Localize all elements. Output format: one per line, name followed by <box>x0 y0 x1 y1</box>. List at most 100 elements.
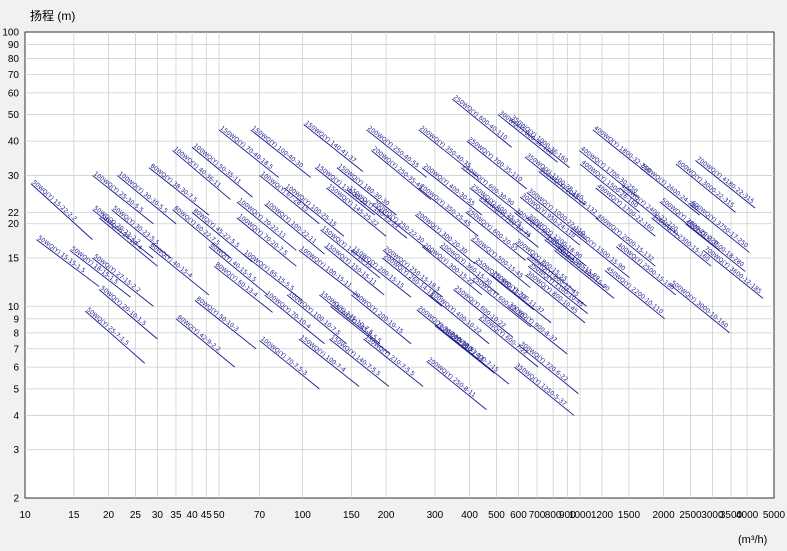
model-line <box>569 229 630 279</box>
model-line <box>604 270 665 320</box>
model-line <box>675 163 736 213</box>
model-line <box>415 214 476 265</box>
model-line <box>92 209 154 259</box>
x-tick-label: 5000 <box>763 510 786 521</box>
model-line <box>689 204 750 253</box>
x-tick-label: 45 <box>201 510 213 521</box>
model-line <box>250 129 311 178</box>
model-line <box>85 310 146 364</box>
model-line <box>98 289 158 340</box>
y-tick-label: 15 <box>8 253 20 264</box>
model-line <box>191 212 253 263</box>
x-tick-label: 10 <box>19 510 31 521</box>
model-line <box>514 242 575 292</box>
model-line <box>426 360 487 410</box>
model-line <box>685 223 746 272</box>
model-line <box>478 199 539 248</box>
model-line <box>298 249 360 298</box>
model-line <box>218 129 279 178</box>
model-line <box>702 249 764 299</box>
y-tick-label: 8 <box>13 328 19 339</box>
model-line <box>330 305 391 355</box>
model-line <box>92 175 154 225</box>
y-tick-label: 50 <box>8 110 20 121</box>
y-tick-label: 20 <box>8 219 20 230</box>
model-line <box>259 340 320 390</box>
y-tick-label: 100 <box>2 28 19 39</box>
model-line <box>36 239 100 287</box>
model-line <box>579 163 640 213</box>
model-line <box>527 265 589 315</box>
model-line <box>264 204 325 255</box>
y-tick-label: 7 <box>13 344 19 355</box>
model-line <box>371 150 432 200</box>
model-line <box>382 249 443 298</box>
x-tick-label: 35 <box>170 510 182 521</box>
model-line <box>286 294 347 345</box>
grid <box>25 32 774 498</box>
model-line <box>298 338 360 387</box>
model-line <box>421 246 483 296</box>
model-line <box>111 209 171 259</box>
model-line <box>595 187 656 237</box>
model-line <box>319 294 381 345</box>
y-tick-label: 6 <box>13 363 19 374</box>
model-line <box>148 167 210 216</box>
model-line <box>469 187 530 237</box>
model-line <box>651 217 712 267</box>
model-line <box>314 167 375 216</box>
model-line <box>451 98 512 148</box>
x-tick-label: 400 <box>461 510 478 521</box>
x-tick-label: 500 <box>488 510 505 521</box>
y-tick-label: 2 <box>13 494 19 505</box>
model-line <box>194 300 257 350</box>
model-line <box>669 284 730 334</box>
model-line <box>453 289 514 338</box>
x-tick-labels: 10 15 20 25 30 35 40 45 50 70 100 150 200 300 400 500 60… <box>19 510 785 521</box>
model-line <box>526 192 587 241</box>
model-line <box>242 253 303 301</box>
model-line <box>544 239 605 288</box>
model-line <box>524 156 585 205</box>
model-line <box>351 249 412 298</box>
model-line <box>148 246 210 296</box>
plot-area <box>24 31 775 499</box>
y-tick-label: 90 <box>8 40 20 51</box>
x-tick-label: 1200 <box>591 510 614 521</box>
y-tick-label: 3 <box>13 445 19 456</box>
x-tick-label: 70 <box>254 510 266 521</box>
y-tick-label: 30 <box>8 171 20 182</box>
model-line <box>695 160 756 209</box>
model-line <box>525 274 586 324</box>
model-line <box>579 150 640 199</box>
model-line <box>363 338 424 387</box>
model-line <box>175 318 236 368</box>
x-tick-label: 30 <box>152 510 164 521</box>
model-line <box>264 294 325 345</box>
model-line <box>371 204 432 253</box>
model-line <box>466 140 527 190</box>
model-line <box>366 129 427 178</box>
x-tick-label: 4000 <box>736 510 759 521</box>
x-tick-label: 2500 <box>679 510 702 521</box>
x-tick-label: 700 <box>529 510 546 521</box>
model-line <box>324 246 385 296</box>
model-line <box>595 217 656 267</box>
y-tick-label: 70 <box>8 70 20 81</box>
model-line <box>518 345 579 395</box>
x-tick-label: 100 <box>294 510 311 521</box>
model-line <box>418 129 479 178</box>
model-line <box>418 187 479 237</box>
model-line <box>474 261 535 311</box>
x-tick-label: 200 <box>378 510 395 521</box>
model-line <box>382 257 443 307</box>
model-line <box>470 239 531 288</box>
model-line <box>507 305 568 355</box>
model-line <box>92 257 154 307</box>
model-line <box>519 196 581 246</box>
model-line <box>514 212 575 261</box>
model-line <box>208 246 269 296</box>
model-line <box>30 183 93 240</box>
